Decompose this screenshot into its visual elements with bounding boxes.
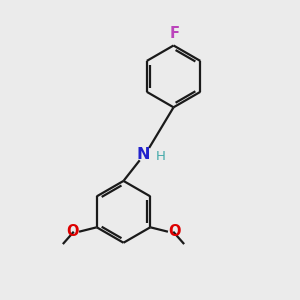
Text: N: N bbox=[136, 147, 150, 162]
Text: H: H bbox=[156, 150, 166, 163]
Text: O: O bbox=[66, 224, 79, 239]
Text: O: O bbox=[169, 224, 181, 239]
Text: F: F bbox=[170, 26, 180, 41]
